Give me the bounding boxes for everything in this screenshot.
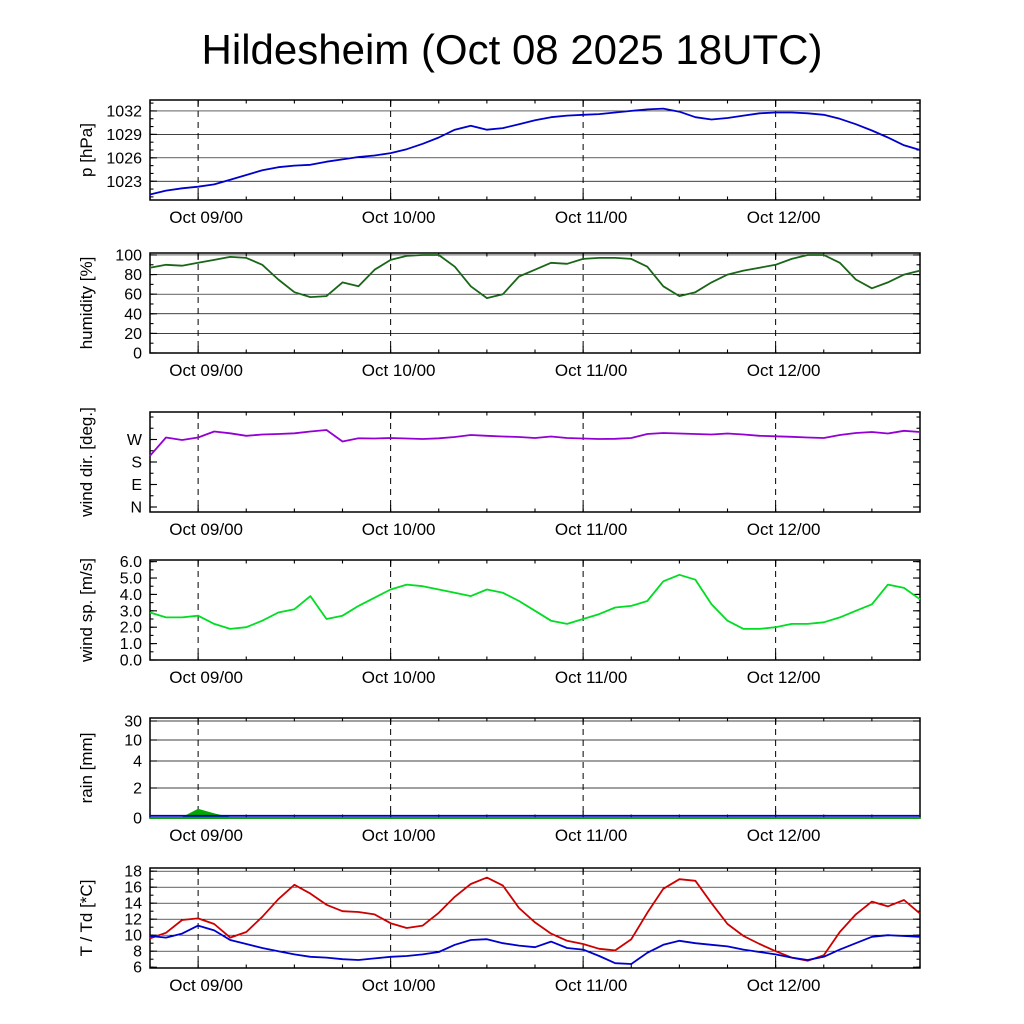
panel-frame	[149, 99, 921, 201]
pressure-series	[149, 107, 921, 196]
x-tick-label: Oct 12/00	[747, 976, 821, 995]
dew-point-series	[149, 924, 921, 965]
x-tick-label: Oct 11/00	[555, 826, 627, 845]
y-tick-label: 2.0	[120, 620, 142, 637]
x-tick-label: Oct 12/00	[747, 668, 821, 687]
y-tick-label: W	[127, 432, 143, 449]
panel-humidity: 0 20 40 60 80 100 Oct 09/00 Oct 10/00 Oct 11/00 O…	[77, 247, 921, 380]
x-tick-label: Oct 11/00	[555, 208, 627, 227]
y-tick-label: 1026	[106, 150, 142, 167]
y-tick-label: 1029	[106, 127, 142, 144]
x-tick-label: Oct 10/00	[362, 208, 436, 227]
y-tick-label: 30	[124, 714, 142, 731]
x-tick-label: Oct 10/00	[362, 826, 436, 845]
x-tick-label: Oct 10/00	[362, 520, 436, 539]
y-tick-label: 2	[133, 781, 142, 798]
x-tick-label: Oct 12/00	[747, 361, 821, 380]
y-tick-label: 60	[124, 287, 142, 304]
y-tick-label: 0.0	[120, 653, 142, 670]
x-tick-label: Oct 09/00	[169, 208, 243, 227]
x-tick-label: Oct 11/00	[555, 668, 627, 687]
panel-frame	[149, 717, 921, 819]
y-tick-label: 4	[133, 754, 142, 771]
y-axis-label: humidity [%]	[77, 257, 96, 350]
x-tick-label: Oct 11/00	[555, 976, 627, 995]
y-tick-label: 6.0	[120, 554, 142, 571]
humidity-series	[149, 254, 921, 299]
y-axis-label: p [hPa]	[77, 123, 96, 177]
y-tick-label: 14	[124, 896, 142, 913]
panel-frame	[149, 252, 921, 354]
panel-frame	[149, 559, 921, 661]
x-tick-label: Oct 09/00	[169, 826, 243, 845]
x-tick-label: Oct 10/00	[362, 361, 436, 380]
panel-rain: 0 2 4 10 30 Oct 09/00 Oct 10/00 Oct 11/00 Oct 12…	[77, 714, 921, 845]
x-tick-label: Oct 09/00	[169, 361, 243, 380]
y-tick-label: S	[131, 455, 142, 472]
rain-bar-series	[149, 808, 921, 819]
wind-speed-series	[149, 573, 921, 630]
y-tick-label: 3.0	[120, 603, 142, 620]
x-tick-label: Oct 12/00	[747, 520, 821, 539]
y-tick-label: N	[130, 500, 142, 517]
wind-direction-series	[149, 429, 921, 457]
y-axis-label: T / Td [*C]	[77, 880, 96, 957]
x-tick-label: Oct 09/00	[169, 668, 243, 687]
y-tick-label: 10	[124, 928, 142, 945]
x-tick-label: Oct 10/00	[362, 976, 436, 995]
y-tick-label: 20	[124, 326, 142, 343]
y-tick-label: 0	[133, 811, 142, 828]
chart-title: Hildesheim (Oct 08 2025 18UTC)	[201, 26, 823, 73]
y-axis-label: rain [mm]	[77, 733, 96, 804]
y-tick-label: 40	[124, 306, 142, 323]
x-tick-label: Oct 09/00	[169, 976, 243, 995]
panel-wind-speed: 0.01.02.03.04.05.06.0 Oct 09/00 Oct 10/00 O…	[77, 554, 921, 687]
y-tick-label: 1.0	[120, 636, 142, 653]
panel-frame	[149, 867, 921, 969]
y-tick-label: 8	[133, 944, 142, 961]
y-tick-label: 100	[115, 247, 142, 264]
panel-pressure: 1023 1026 1029 1032 Oct 09/00 Oct 10/00 Oct 11…	[77, 99, 921, 227]
y-tick-label: 0	[133, 346, 142, 363]
x-tick-label: Oct 12/00	[747, 826, 821, 845]
y-tick-label: 10	[124, 733, 142, 750]
x-tick-label: Oct 10/00	[362, 668, 436, 687]
y-tick-label: 1032	[106, 103, 142, 120]
y-tick-label: 80	[124, 267, 142, 284]
y-tick-label: 6	[133, 960, 142, 977]
y-tick-label: E	[131, 477, 142, 494]
x-tick-label: Oct 12/00	[747, 208, 821, 227]
panel-frame	[149, 411, 921, 513]
y-tick-label: 1023	[106, 174, 142, 191]
y-axis-label: wind sp. [m/s]	[77, 558, 96, 663]
y-tick-label: 16	[124, 880, 142, 897]
x-tick-label: Oct 09/00	[169, 520, 243, 539]
y-tick-label: 4.0	[120, 587, 142, 604]
x-tick-label: Oct 11/00	[555, 361, 627, 380]
y-tick-label: 18	[124, 864, 142, 881]
y-tick-label: 5.0	[120, 571, 142, 588]
y-tick-label: 12	[124, 912, 142, 929]
y-axis-label: wind dir. [deg.]	[77, 407, 96, 518]
x-tick-label: Oct 11/00	[555, 520, 627, 539]
